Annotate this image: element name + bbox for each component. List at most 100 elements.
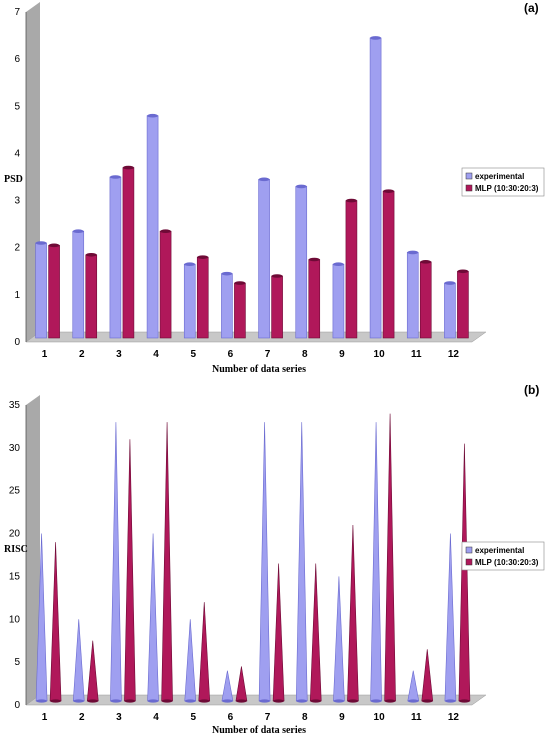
chart-b-cone-mlp xyxy=(309,563,322,702)
chart-a-y-tick-label: 2 xyxy=(14,243,20,254)
chart-b-y-tick-label: 5 xyxy=(14,657,20,668)
chart-b-xlabel: Number of data series xyxy=(212,725,306,736)
chart-b-cone-base xyxy=(333,699,345,703)
chart-a-y-tick-label: 6 xyxy=(14,54,20,65)
chart-a-y-tick-label: 4 xyxy=(14,148,20,159)
chart-b-cone-experimental xyxy=(147,533,159,702)
chart-b-cone-base xyxy=(421,699,433,703)
chart-a-bar-cap xyxy=(160,229,172,234)
chart-b-cone-experimental xyxy=(444,533,457,702)
chart-a-bar-mlp xyxy=(122,167,135,339)
chart-b-x-tick-label: 2 xyxy=(79,712,85,723)
chart-b-x-tick-label: 5 xyxy=(190,712,196,723)
chart-b-y-tick-label: 20 xyxy=(9,529,21,540)
chart-a-bar-cap xyxy=(457,269,469,274)
chart-b-cone-mlp xyxy=(458,443,471,702)
chart-a-bar-cap xyxy=(48,243,60,248)
chart-b-cone-base xyxy=(36,699,48,703)
chart-a-legend-swatch-experimental xyxy=(465,172,473,180)
chart-b-x-tick-label: 6 xyxy=(228,712,234,723)
chart-b-cone-mlp xyxy=(235,666,248,702)
chart-a-bar-cap xyxy=(85,252,97,257)
chart-b-legend-label-experimental: experimental xyxy=(475,546,524,555)
chart-a-bar-experimental xyxy=(406,252,419,339)
chart-b-cone-experimental xyxy=(407,670,420,702)
chart-b-cone-mlp xyxy=(198,602,211,702)
chart-b-cone-mlp xyxy=(49,542,62,702)
chart-b-x-tick-label: 12 xyxy=(448,712,460,723)
chart-b-cone-base xyxy=(87,699,99,703)
chart-a-bar-experimental xyxy=(221,273,233,339)
chart-b-cone-base xyxy=(310,699,322,703)
chart-a-bar-cap xyxy=(407,250,419,255)
chart-a-x-tick-label: 12 xyxy=(448,349,460,360)
chart-b-cone-base xyxy=(110,699,122,703)
chart-a-bar-cap xyxy=(221,271,233,276)
chart-b-x-ticks: 1 2 3 4 5 6 7 8 9 10 11 12 xyxy=(42,712,460,723)
chart-b-y-tick-label: 25 xyxy=(9,486,21,497)
chart-b-cone-base xyxy=(124,699,136,703)
chart-a-x-tick-label: 5 xyxy=(190,349,196,360)
chart-a-bar-experimental xyxy=(109,176,122,339)
chart-a-bar-cap xyxy=(345,198,357,203)
chart-b-x-tick-label: 1 xyxy=(42,712,48,723)
chart-b-cone-base xyxy=(50,699,62,703)
chart-a-x-ticks: 1 2 3 4 5 6 7 8 9 10 11 12 xyxy=(42,349,460,360)
chart-b-x-tick-label: 7 xyxy=(265,712,271,723)
chart-a-bar-cap xyxy=(147,113,159,118)
chart-b-cone-experimental xyxy=(370,422,382,702)
chart-a-bar-experimental xyxy=(35,242,47,339)
chart-a-bar-experimental xyxy=(258,179,270,339)
chart-b-x-tick-label: 11 xyxy=(411,712,422,723)
chart-a-bar-cap xyxy=(295,184,307,189)
chart-a-x-tick-label: 9 xyxy=(339,349,345,360)
chart-b-cone-base xyxy=(184,699,196,703)
chart-a-panel-label: (a) xyxy=(524,1,539,15)
chart-b-y-ticks: 0 5 10 15 20 25 30 35 xyxy=(9,400,21,711)
chart-a-bar-cap xyxy=(72,229,84,234)
chart-b-cone-mlp xyxy=(421,649,434,702)
chart-b-y-tick-label: 0 xyxy=(14,700,20,711)
chart-b-cone-base xyxy=(384,699,396,703)
chart-b-cone-experimental xyxy=(221,670,234,702)
chart-a-bar-cap xyxy=(35,241,47,245)
chart-b-cone-base xyxy=(161,699,173,703)
chart-a-bars xyxy=(35,36,469,339)
chart-a-bar-mlp xyxy=(85,254,98,339)
chart-a-bar-cap xyxy=(444,281,456,285)
chart-a-bar-mlp xyxy=(271,275,283,339)
chart-a-bar-mlp xyxy=(457,270,469,339)
chart-b-cone-base xyxy=(273,699,285,703)
chart-b-x-tick-label: 4 xyxy=(153,712,159,723)
chart-a-bar-cap xyxy=(308,257,320,262)
chart-a-bar-cap xyxy=(109,175,121,179)
chart-b-cone-base xyxy=(370,699,382,703)
chart-b-cone-mlp xyxy=(347,524,359,702)
chart-a-bar-mlp xyxy=(234,282,246,339)
chart-a-bar-experimental xyxy=(332,263,345,339)
chart-b-cone-mlp xyxy=(124,439,136,702)
chart-b-cone-mlp xyxy=(161,422,173,702)
chart-b-back-wall xyxy=(26,395,40,705)
chart-b-y-tick-label: 15 xyxy=(9,571,21,582)
chart-a-x-tick-label: 10 xyxy=(374,349,386,360)
chart-a-x-tick-label: 11 xyxy=(411,349,422,360)
chart-b-ylabel: RISC xyxy=(4,544,28,555)
chart-a-bar-cap xyxy=(234,281,246,285)
chart-a-bar-mlp xyxy=(419,261,432,339)
chart-b-cone-experimental xyxy=(333,576,345,702)
chart-a-bar-cap xyxy=(383,189,395,193)
chart-b-legend-box xyxy=(461,541,545,571)
chart-b-cone-experimental xyxy=(295,422,308,702)
chart-b-cone-base xyxy=(458,699,470,703)
chart-b-cone-experimental xyxy=(110,422,122,702)
chart-a-bar-cap xyxy=(332,262,344,267)
chart-b-cone-experimental xyxy=(258,422,271,702)
chart-b-cone-experimental xyxy=(72,619,85,702)
chart-a-bar-cap xyxy=(197,255,209,259)
chart-b-cone-base xyxy=(198,699,210,703)
chart-a-bar-cap xyxy=(420,260,432,264)
chart-a-bar-cap xyxy=(122,165,134,170)
chart-b-y-tick-label: 30 xyxy=(9,443,21,454)
